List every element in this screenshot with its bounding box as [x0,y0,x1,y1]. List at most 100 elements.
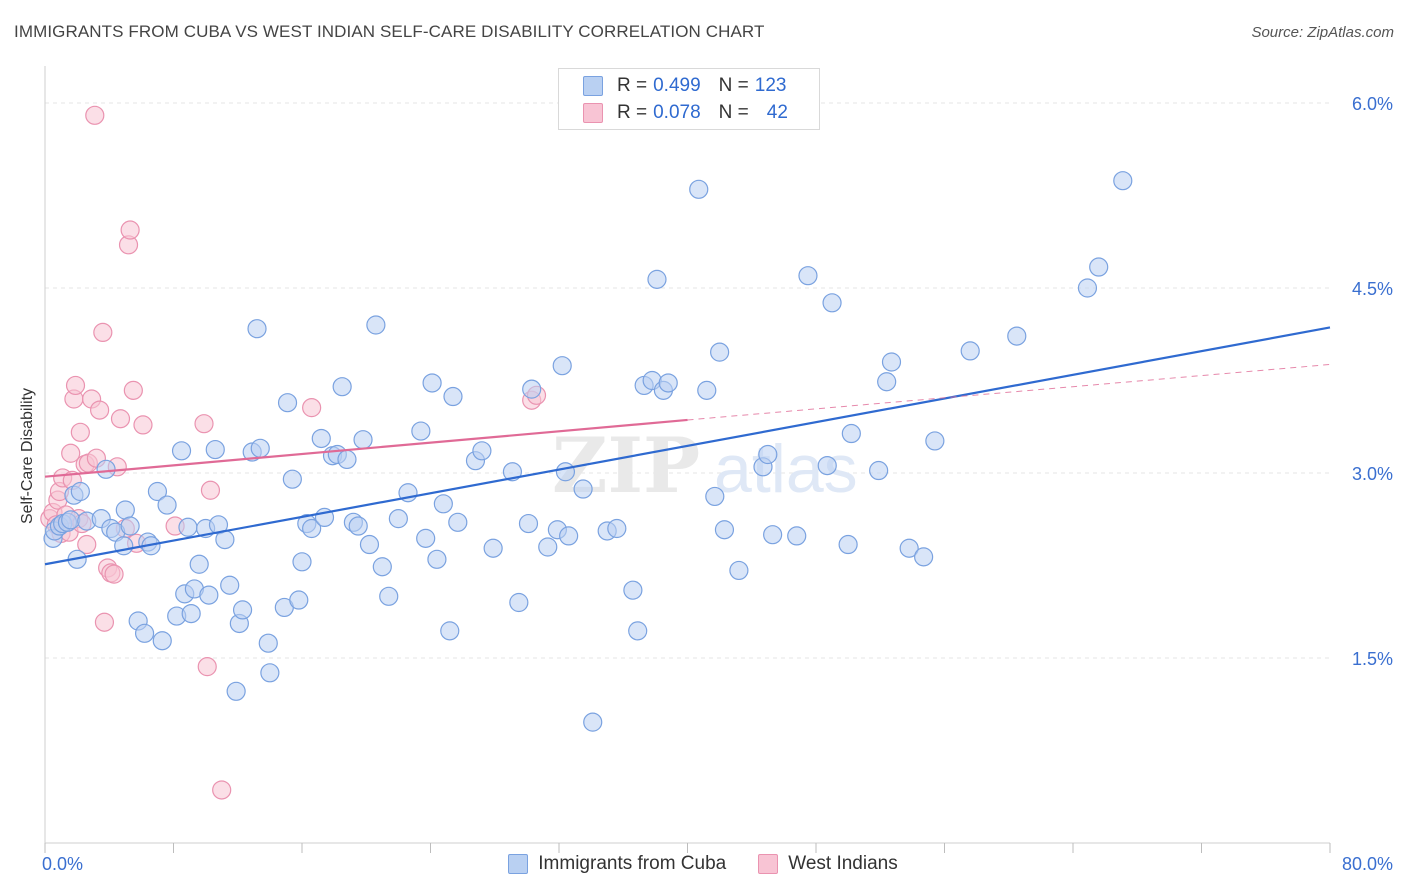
data-point [199,585,219,605]
data-point [120,220,140,240]
data-point [538,537,558,557]
data-point [70,422,90,442]
legend-row-west-indians: R = 0.078 N = 42 [583,101,788,125]
data-point [555,462,576,482]
data-point [232,600,253,620]
data-point [758,444,778,465]
data-point [881,352,902,372]
x-tick-label: 0.0% [42,854,83,874]
data-point [877,372,897,392]
data-point [348,516,368,536]
data-point [509,592,529,613]
data-point [104,564,124,584]
data-point [302,398,322,418]
data-point [433,494,453,514]
data-point [705,486,725,507]
data-point [134,623,155,643]
data-point [422,373,442,393]
data-point [178,517,198,537]
grid-lines [45,102,1330,659]
data-point [93,322,113,342]
data-point [960,341,980,361]
data-point [250,438,270,458]
data-point [522,379,542,399]
data-point [440,621,460,641]
data-point [388,509,408,529]
data-point [90,400,110,420]
data-point [65,375,86,396]
data-point [302,518,322,539]
legend-label-west-indians: West Indians [788,853,898,874]
data-point [258,633,278,653]
data-point [94,612,115,632]
data-point [518,513,539,534]
data-point [379,586,399,606]
data-point [123,380,143,400]
data-point [798,266,818,286]
data-point [647,269,667,289]
x-tick-label: 80.0% [1342,854,1393,874]
legend-label-cuba: Immigrants from Cuba [538,853,727,874]
legend-item-west-indians[interactable]: West Indians [758,853,898,875]
data-point [573,479,593,499]
data-point [372,557,392,577]
data-point [152,631,172,651]
data-point [359,534,380,555]
legend-row-cuba: R = 0.499 N = 123 [583,74,786,98]
data-point [1077,278,1098,298]
legend-item-cuba[interactable]: Immigrants from Cuba [508,853,726,875]
data-point [869,460,889,481]
y-axis-label: Self-Care Disability [19,387,36,525]
legend-r-label: R = [617,102,648,123]
data-point [61,510,81,530]
data-point [822,293,842,313]
data-point [353,430,373,450]
data-point [899,538,919,558]
legend-r-value: 0.499 [653,75,701,96]
data-point [925,431,945,451]
data-point [277,393,298,413]
data-point [85,105,105,125]
data-point [697,380,717,400]
data-point [194,414,214,434]
data-point [914,547,934,567]
data-point [623,580,643,600]
data-point [226,681,246,701]
data-point [841,423,861,444]
data-point [658,373,678,393]
y-tick-label: 3.0% [1352,464,1393,484]
data-point [443,386,463,407]
data-point [411,421,431,441]
axes [44,66,1331,853]
data-point [607,518,627,539]
data-point [282,469,302,489]
data-point [416,528,436,548]
data-point [77,534,97,555]
trend-lines [44,326,1331,566]
data-point [96,459,116,479]
data-point [200,480,221,500]
y-tick-label: 4.5% [1352,279,1393,299]
legend-swatch-pink [583,103,603,123]
cuba-points [43,171,1133,732]
data-point [115,500,135,520]
data-point [1113,171,1133,191]
data-point [110,409,131,429]
data-point [787,526,807,546]
data-point [260,663,280,683]
cuba-trend-line [44,326,1331,566]
legend-r-label: R = [617,75,648,96]
data-point [70,481,90,502]
data-point [114,536,134,556]
data-point [157,495,177,515]
data-point [289,590,309,610]
data-point [212,780,232,800]
data-point [220,575,240,595]
legend-swatch-pink [758,854,779,874]
data-point [147,481,168,502]
y-tick-label: 1.5% [1352,649,1393,669]
legend-swatch-blue [508,854,529,874]
data-point [366,315,386,335]
legend-swatch-blue [583,76,603,96]
